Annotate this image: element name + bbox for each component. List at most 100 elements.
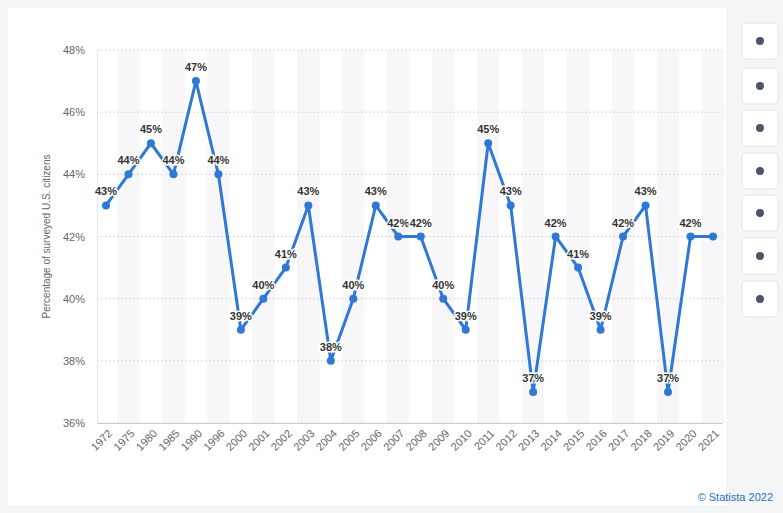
band (432, 50, 454, 423)
data-label: 39% (230, 310, 252, 322)
data-label: 42% (545, 217, 567, 229)
x-tick-label: 2001 (246, 427, 272, 453)
marker[interactable] (619, 233, 627, 241)
data-label: 43% (95, 185, 117, 197)
marker[interactable] (664, 388, 672, 396)
grid-line (97, 112, 722, 113)
data-label: 37% (657, 372, 679, 384)
marker[interactable] (214, 170, 222, 178)
data-label: 41% (275, 248, 297, 260)
marker[interactable] (439, 295, 447, 303)
data-label: 40% (342, 279, 364, 291)
toolbar-button[interactable] (742, 281, 778, 317)
x-tick: 2011 (471, 423, 496, 452)
data-label: 43% (365, 185, 387, 197)
grid-line (97, 298, 722, 299)
credit: © Statista 2022 (698, 491, 773, 503)
toolbar (742, 23, 778, 317)
marker[interactable] (282, 264, 290, 272)
band (297, 50, 319, 423)
toolbar-button[interactable] (742, 110, 778, 146)
marker[interactable] (687, 233, 695, 241)
x-axis-line (98, 423, 723, 424)
toolbar-icon (756, 167, 764, 175)
data-label: 42% (680, 217, 702, 229)
y-tick-label: 44% (63, 168, 85, 180)
grid-line (97, 423, 722, 424)
marker[interactable] (237, 326, 245, 334)
x-tick-label: 2000 (223, 427, 249, 453)
data-label: 45% (140, 123, 162, 135)
x-tick: 2020 (673, 423, 699, 453)
x-tick: 1996 (201, 423, 227, 453)
y-axis-title: Percentage of surveyed U.S. citizens (41, 155, 52, 319)
marker[interactable] (417, 233, 425, 241)
x-tick-label: 2015 (561, 427, 587, 453)
x-tick-label: 2012 (493, 427, 519, 453)
marker[interactable] (372, 201, 380, 209)
x-tick: 1990 (178, 423, 204, 453)
x-tick: 1985 (156, 423, 182, 453)
toolbar-button[interactable] (742, 23, 778, 59)
data-label: 41% (567, 248, 589, 260)
x-tick-label: 2007 (381, 427, 407, 453)
x-tick: 2015 (561, 423, 587, 453)
x-tick-label: 2010 (448, 427, 474, 453)
y-tick: 48% (63, 44, 97, 56)
x-tick-label: 2013 (516, 427, 542, 453)
data-label: 40% (252, 279, 274, 291)
marker[interactable] (507, 201, 515, 209)
marker[interactable] (327, 357, 335, 365)
marker[interactable] (304, 201, 312, 209)
y-tick-label: 38% (63, 355, 85, 367)
y-tick-label: 48% (63, 44, 85, 56)
toolbar-icon (756, 295, 764, 303)
marker[interactable] (192, 77, 200, 85)
x-tick-label: 2005 (336, 427, 362, 453)
grid (97, 50, 722, 423)
data-label: 40% (432, 279, 454, 291)
toolbar-button[interactable] (742, 68, 778, 104)
x-tick-label: 2011 (471, 427, 496, 452)
marker[interactable] (147, 139, 155, 147)
marker[interactable] (124, 170, 132, 178)
x-tick-label: 2017 (606, 427, 632, 453)
marker[interactable] (169, 170, 177, 178)
marker[interactable] (394, 233, 402, 241)
toolbar-button[interactable] (742, 153, 778, 189)
band (477, 50, 499, 423)
x-tick-label: 1975 (111, 427, 137, 453)
x-tick-label: 2003 (291, 427, 317, 453)
x-tick-label: 2014 (538, 427, 564, 453)
marker[interactable] (642, 201, 650, 209)
toolbar-button[interactable] (742, 195, 778, 231)
marker[interactable] (102, 201, 110, 209)
x-tick: 2012 (493, 423, 519, 453)
marker[interactable] (597, 326, 605, 334)
data-label: 44% (162, 154, 184, 166)
y-tick: 44% (63, 168, 97, 180)
marker[interactable] (552, 233, 560, 241)
marker[interactable] (574, 264, 582, 272)
x-tick: 2013 (516, 423, 542, 453)
marker[interactable] (484, 139, 492, 147)
toolbar-button[interactable] (742, 238, 778, 274)
data-label: 44% (207, 154, 229, 166)
marker[interactable] (529, 388, 537, 396)
marker[interactable] (349, 295, 357, 303)
y-tick: 40% (63, 293, 97, 305)
plot (102, 77, 717, 396)
marker[interactable] (259, 295, 267, 303)
x-tick-label: 2021 (696, 427, 722, 453)
x-tick: 2019 (651, 423, 677, 453)
toolbar-icon (756, 37, 764, 45)
x-tick-label: 2006 (358, 427, 384, 453)
x-tick: 2009 (426, 423, 452, 453)
marker[interactable] (462, 326, 470, 334)
x-tick: 2000 (223, 423, 249, 453)
data-label: 37% (522, 372, 544, 384)
x-tick: 2008 (403, 423, 429, 453)
marker[interactable] (709, 233, 717, 241)
y-tick: 42% (63, 231, 97, 243)
x-tick-label: 2009 (426, 427, 452, 453)
